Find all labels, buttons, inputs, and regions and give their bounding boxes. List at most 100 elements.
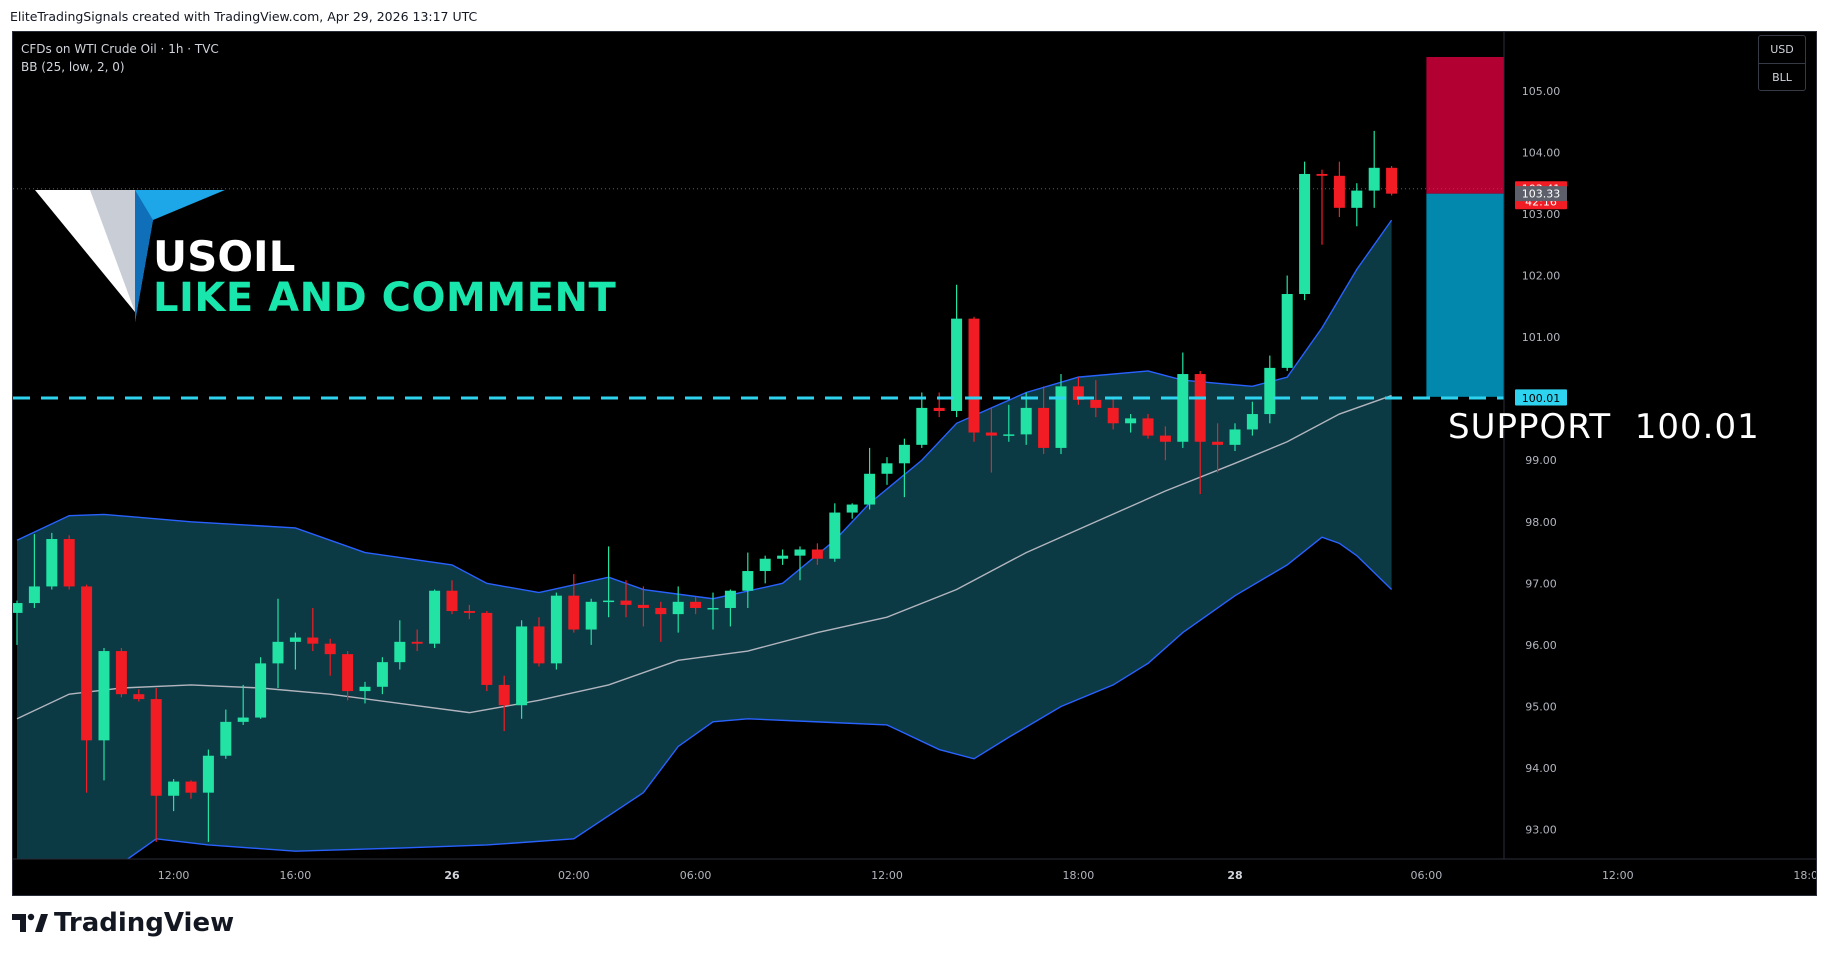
candle-body [1038, 407, 1050, 448]
price-tick-label: 104.00 [1522, 146, 1561, 159]
candle-body [759, 558, 771, 572]
candle-body [1212, 441, 1224, 445]
candle-body [359, 686, 371, 692]
price-tick-label: 95.00 [1525, 700, 1557, 713]
brand-symbol-title: USOIL [153, 232, 296, 281]
candle-body [1246, 414, 1258, 430]
candle-body [411, 641, 423, 644]
tradingview-logo-text: TradingView [54, 908, 235, 938]
candle-body [933, 407, 945, 411]
bollinger-upper-line [16, 219, 1393, 600]
currency-unit-box[interactable]: USD BLL [1758, 35, 1806, 91]
candle-body [1142, 418, 1154, 436]
candle-body [498, 684, 510, 706]
candle-body [150, 699, 162, 796]
candle-body [81, 586, 93, 741]
candle-body [1333, 175, 1345, 208]
price-tick-label: 94.00 [1525, 762, 1557, 775]
price-tick-label: 93.00 [1525, 824, 1557, 837]
chart-area[interactable]: 93.00 94.00 95.00 96.00 97.00 98.00 99.00 100.0… [12, 31, 1817, 896]
support-annotation: SUPPORT 100.01 [1448, 407, 1760, 447]
candle-body [481, 612, 493, 685]
price-chart[interactable]: 93.00 94.00 95.00 96.00 97.00 98.00 99.00 100.0… [13, 32, 1816, 895]
tradingview-logo-icon [12, 913, 48, 932]
candle-body [98, 651, 110, 741]
candle-body [28, 586, 40, 604]
candle-body [394, 641, 406, 663]
candle-body [690, 601, 702, 608]
candle-body [376, 662, 388, 687]
candle-body [324, 643, 336, 655]
candle-body [307, 637, 319, 644]
candle-body [463, 611, 475, 613]
candle-body [1386, 167, 1398, 194]
candle-body [724, 590, 736, 608]
price-tick-label: 97.00 [1525, 577, 1557, 590]
price-tick-label: 96.00 [1525, 639, 1557, 652]
candle-body [916, 407, 928, 445]
tradingview-logo[interactable]: TradingView [12, 908, 234, 938]
candle-body [585, 601, 597, 630]
candle-body [777, 555, 789, 559]
time-tick-label: 16:00 [280, 869, 312, 882]
candle-body [1299, 173, 1311, 295]
time-tick-label: 06:00 [1411, 869, 1443, 882]
symbol-legend[interactable]: CFDs on WTI Crude Oil · 1h · TVC [21, 42, 219, 56]
candle-body [133, 694, 145, 700]
candle-body [550, 595, 562, 664]
time-tick-label: 18:00 [1793, 869, 1816, 882]
indicator-legend[interactable]: BB (25, low, 2, 0) [21, 60, 125, 74]
price-tick-label: 98.00 [1525, 516, 1557, 529]
brand-logo-icon [35, 190, 225, 322]
price-axis [1504, 32, 1816, 859]
candle-body [237, 717, 249, 722]
candle-body [1020, 407, 1032, 435]
time-tick-label: 12:00 [158, 869, 190, 882]
candle-body [446, 590, 458, 612]
brand-call-to-action: LIKE AND COMMENT [153, 275, 617, 321]
candle-body [637, 604, 649, 608]
price-tick-label: 103.00 [1522, 208, 1561, 221]
candle-body [1177, 374, 1189, 442]
chart-attribution: EliteTradingSignals created with Trading… [10, 9, 478, 24]
candle-body [898, 444, 910, 464]
candle-body [620, 600, 632, 605]
candle-body [1003, 434, 1015, 436]
candle-body [1107, 407, 1119, 424]
candle-body [1351, 190, 1363, 208]
time-tick-label: 06:00 [680, 869, 712, 882]
time-tick-label: 12:00 [871, 869, 903, 882]
time-tick-label: 02:00 [558, 869, 590, 882]
price-axis-label: 103.33 [1522, 188, 1561, 201]
time-tick-label: 26 [444, 869, 460, 882]
candle-body [168, 781, 180, 796]
currency-separator [1759, 63, 1805, 64]
candle-body [202, 755, 214, 793]
candle-body [1194, 374, 1206, 442]
candle-body [342, 654, 354, 692]
candle-body [864, 473, 876, 505]
price-tick-label: 99.00 [1525, 454, 1557, 467]
price-tick-label: 101.00 [1522, 331, 1561, 344]
candle-body [220, 721, 232, 756]
candle-body [429, 590, 441, 644]
candle-body [846, 504, 858, 513]
candle-body [603, 600, 615, 603]
candle-body [1125, 418, 1137, 424]
unit-label[interactable]: BLL [1772, 71, 1792, 84]
price-axis-label-bg [1515, 186, 1567, 202]
time-tick-label: 28 [1227, 869, 1242, 882]
chart-legend: CFDs on WTI Crude Oil · 1h · TVC BB (25,… [21, 40, 219, 76]
time-tick-label: 12:00 [1602, 869, 1634, 882]
currency-label[interactable]: USD [1770, 43, 1794, 56]
candle-body [63, 539, 75, 587]
candle-body [811, 549, 823, 559]
bollinger-lower-line [16, 536, 1393, 892]
time-axis [13, 859, 1816, 895]
candle-body [185, 781, 197, 793]
candle-body [794, 549, 806, 556]
candle-body [255, 663, 267, 718]
candle-body [1316, 173, 1328, 176]
time-tick-label: 18:00 [1063, 869, 1095, 882]
candle-body [1264, 367, 1276, 415]
